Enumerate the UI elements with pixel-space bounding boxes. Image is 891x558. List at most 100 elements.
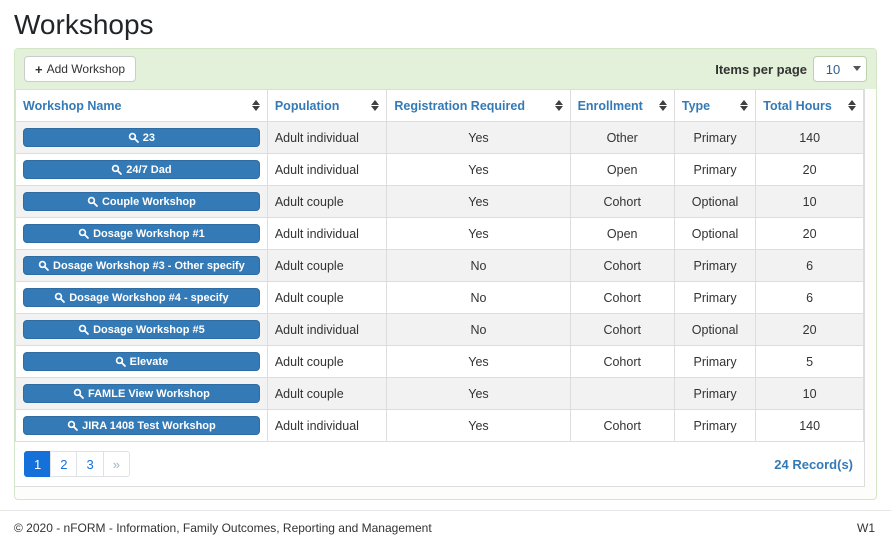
column-header-population[interactable]: Population xyxy=(266,89,388,122)
version-label: W1 xyxy=(857,521,875,535)
table-row: Couple Workshop Adult couple Yes Cohort Opti… xyxy=(15,185,864,218)
workshop-link-button[interactable]: Couple Workshop xyxy=(23,192,260,211)
workshop-link-button[interactable]: Dosage Workshop #4 - specify xyxy=(23,288,260,307)
cell-total-hours: 6 xyxy=(755,281,864,314)
cell-enrollment: Other xyxy=(569,121,675,154)
workshop-link-button[interactable]: Dosage Workshop #1 xyxy=(23,224,260,243)
table-row: Elevate Adult couple Yes Cohort Primary 5 xyxy=(15,345,864,378)
column-header-total-hours[interactable]: Total Hours xyxy=(755,89,864,122)
column-label: Total Hours xyxy=(763,98,832,113)
cell-enrollment: Cohort xyxy=(569,249,675,282)
magnifier-icon xyxy=(67,420,78,431)
cell-type: Optional xyxy=(673,185,757,218)
cell-population: Adult couple xyxy=(266,377,388,410)
cell-workshop-name: JIRA 1408 Test Workshop xyxy=(15,409,268,442)
cell-registration-required: No xyxy=(386,249,571,282)
cell-type: Primary xyxy=(673,249,757,282)
sort-arrows-icon xyxy=(251,100,260,111)
page-button-2[interactable]: 2 xyxy=(50,451,78,477)
copyright-text: © 2020 - nFORM - Information, Family Out… xyxy=(14,521,432,535)
items-per-page-value: 10 xyxy=(825,61,841,77)
cell-workshop-name: Dosage Workshop #3 - Other specify xyxy=(15,249,268,282)
cell-population: Adult individual xyxy=(266,217,388,250)
cell-workshop-name: 23 xyxy=(15,121,268,154)
workshop-link-button[interactable]: JIRA 1408 Test Workshop xyxy=(23,416,260,435)
cell-workshop-name: Elevate xyxy=(15,345,268,378)
sort-arrows-icon xyxy=(554,100,563,111)
column-header-enrollment[interactable]: Enrollment xyxy=(569,89,675,122)
workshop-name-label: Dosage Workshop #3 - Other specify xyxy=(53,259,245,272)
cell-type: Primary xyxy=(673,281,757,314)
cell-population: Adult couple xyxy=(266,185,388,218)
cell-enrollment: Cohort xyxy=(569,185,675,218)
table-row: Dosage Workshop #3 - Other specify Adult … xyxy=(15,249,864,282)
workshop-name-label: Couple Workshop xyxy=(101,195,196,208)
page-button-next[interactable]: » xyxy=(102,451,130,477)
add-workshop-button[interactable]: + Add Workshop xyxy=(24,56,137,82)
record-count: 24 Record(s) xyxy=(774,456,853,472)
cell-total-hours: 10 xyxy=(755,185,864,218)
workshops-panel: + Add Workshop Items per page 10 Worksho… xyxy=(14,48,877,500)
page-title: Workshops xyxy=(14,9,154,40)
workshop-link-button[interactable]: 24/7 Dad xyxy=(23,160,260,179)
chevron-down-icon xyxy=(853,66,861,71)
site-footer: © 2020 - nFORM - Information, Family Out… xyxy=(0,510,891,535)
workshop-name-label: FAMLE View Workshop xyxy=(88,387,210,400)
magnifier-icon xyxy=(115,356,126,367)
cell-total-hours: 140 xyxy=(755,121,864,154)
cell-registration-required: Yes xyxy=(386,185,571,218)
column-label: Type xyxy=(681,98,711,113)
column-header-workshop-name[interactable]: Workshop Name xyxy=(15,89,268,122)
items-per-page-group: Items per page 10 xyxy=(715,56,867,82)
table-header-row: Workshop Name Population Registration Re… xyxy=(15,89,864,122)
column-header-type[interactable]: Type xyxy=(673,89,757,122)
sort-arrows-icon xyxy=(848,100,856,111)
magnifier-icon xyxy=(112,164,123,175)
cell-population: Adult individual xyxy=(266,313,388,346)
workshop-link-button[interactable]: 23 xyxy=(23,128,260,147)
sort-arrows-icon xyxy=(658,100,667,111)
cell-total-hours: 20 xyxy=(755,217,864,250)
workshop-link-button[interactable]: Dosage Workshop #5 xyxy=(23,320,260,339)
cell-workshop-name: Dosage Workshop #5 xyxy=(15,313,268,346)
cell-enrollment: Cohort xyxy=(569,345,675,378)
cell-type: Primary xyxy=(673,345,757,378)
magnifier-icon xyxy=(78,324,89,335)
workshop-link-button[interactable]: Elevate xyxy=(23,352,260,371)
workshops-table-container: Workshop Name Population Registration Re… xyxy=(15,89,865,487)
cell-workshop-name: Dosage Workshop #1 xyxy=(15,217,268,250)
workshops-table: Workshop Name Population Registration Re… xyxy=(15,89,864,442)
magnifier-icon xyxy=(73,388,84,399)
items-per-page-select[interactable]: 10 xyxy=(813,56,867,82)
workshop-name-label: Dosage Workshop #1 xyxy=(93,227,205,240)
workshop-link-button[interactable]: FAMLE View Workshop xyxy=(23,384,260,403)
cell-total-hours: 140 xyxy=(755,409,864,442)
cell-enrollment: Cohort xyxy=(569,409,675,442)
table-row: 23 Adult individual Yes Other Primary 140 xyxy=(15,121,864,154)
workshop-name-label: Elevate xyxy=(129,355,169,368)
cell-enrollment: Open xyxy=(569,217,675,250)
cell-population: Adult individual xyxy=(266,409,388,442)
workshop-link-button[interactable]: Dosage Workshop #3 - Other specify xyxy=(23,256,260,275)
cell-type: Primary xyxy=(673,121,757,154)
sort-arrows-icon xyxy=(371,100,380,111)
table-row: 24/7 Dad Adult individual Yes Open Primary 20 xyxy=(15,153,864,186)
items-per-page-label: Items per page xyxy=(715,61,807,77)
column-label: Enrollment xyxy=(577,98,643,113)
magnifier-icon xyxy=(54,292,66,303)
cell-population: Adult couple xyxy=(266,281,388,314)
table-row: Dosage Workshop #1 Adult individual Yes Ope… xyxy=(15,217,864,250)
cell-total-hours: 5 xyxy=(755,345,864,378)
sort-arrows-icon xyxy=(740,100,749,111)
column-header-registration-required[interactable]: Registration Required xyxy=(386,89,571,122)
cell-registration-required: No xyxy=(386,313,571,346)
pagination: 1 2 3 » xyxy=(24,451,130,477)
page-button-3[interactable]: 3 xyxy=(76,451,104,477)
cell-enrollment: Cohort xyxy=(569,281,675,314)
workshop-name-label: Dosage Workshop #5 xyxy=(93,323,205,336)
page-button-1[interactable]: 1 xyxy=(24,451,52,477)
magnifier-icon xyxy=(38,260,49,271)
workshop-name-label: Dosage Workshop #4 - specify xyxy=(69,291,229,304)
cell-type: Primary xyxy=(673,377,757,410)
cell-registration-required: Yes xyxy=(386,345,571,378)
